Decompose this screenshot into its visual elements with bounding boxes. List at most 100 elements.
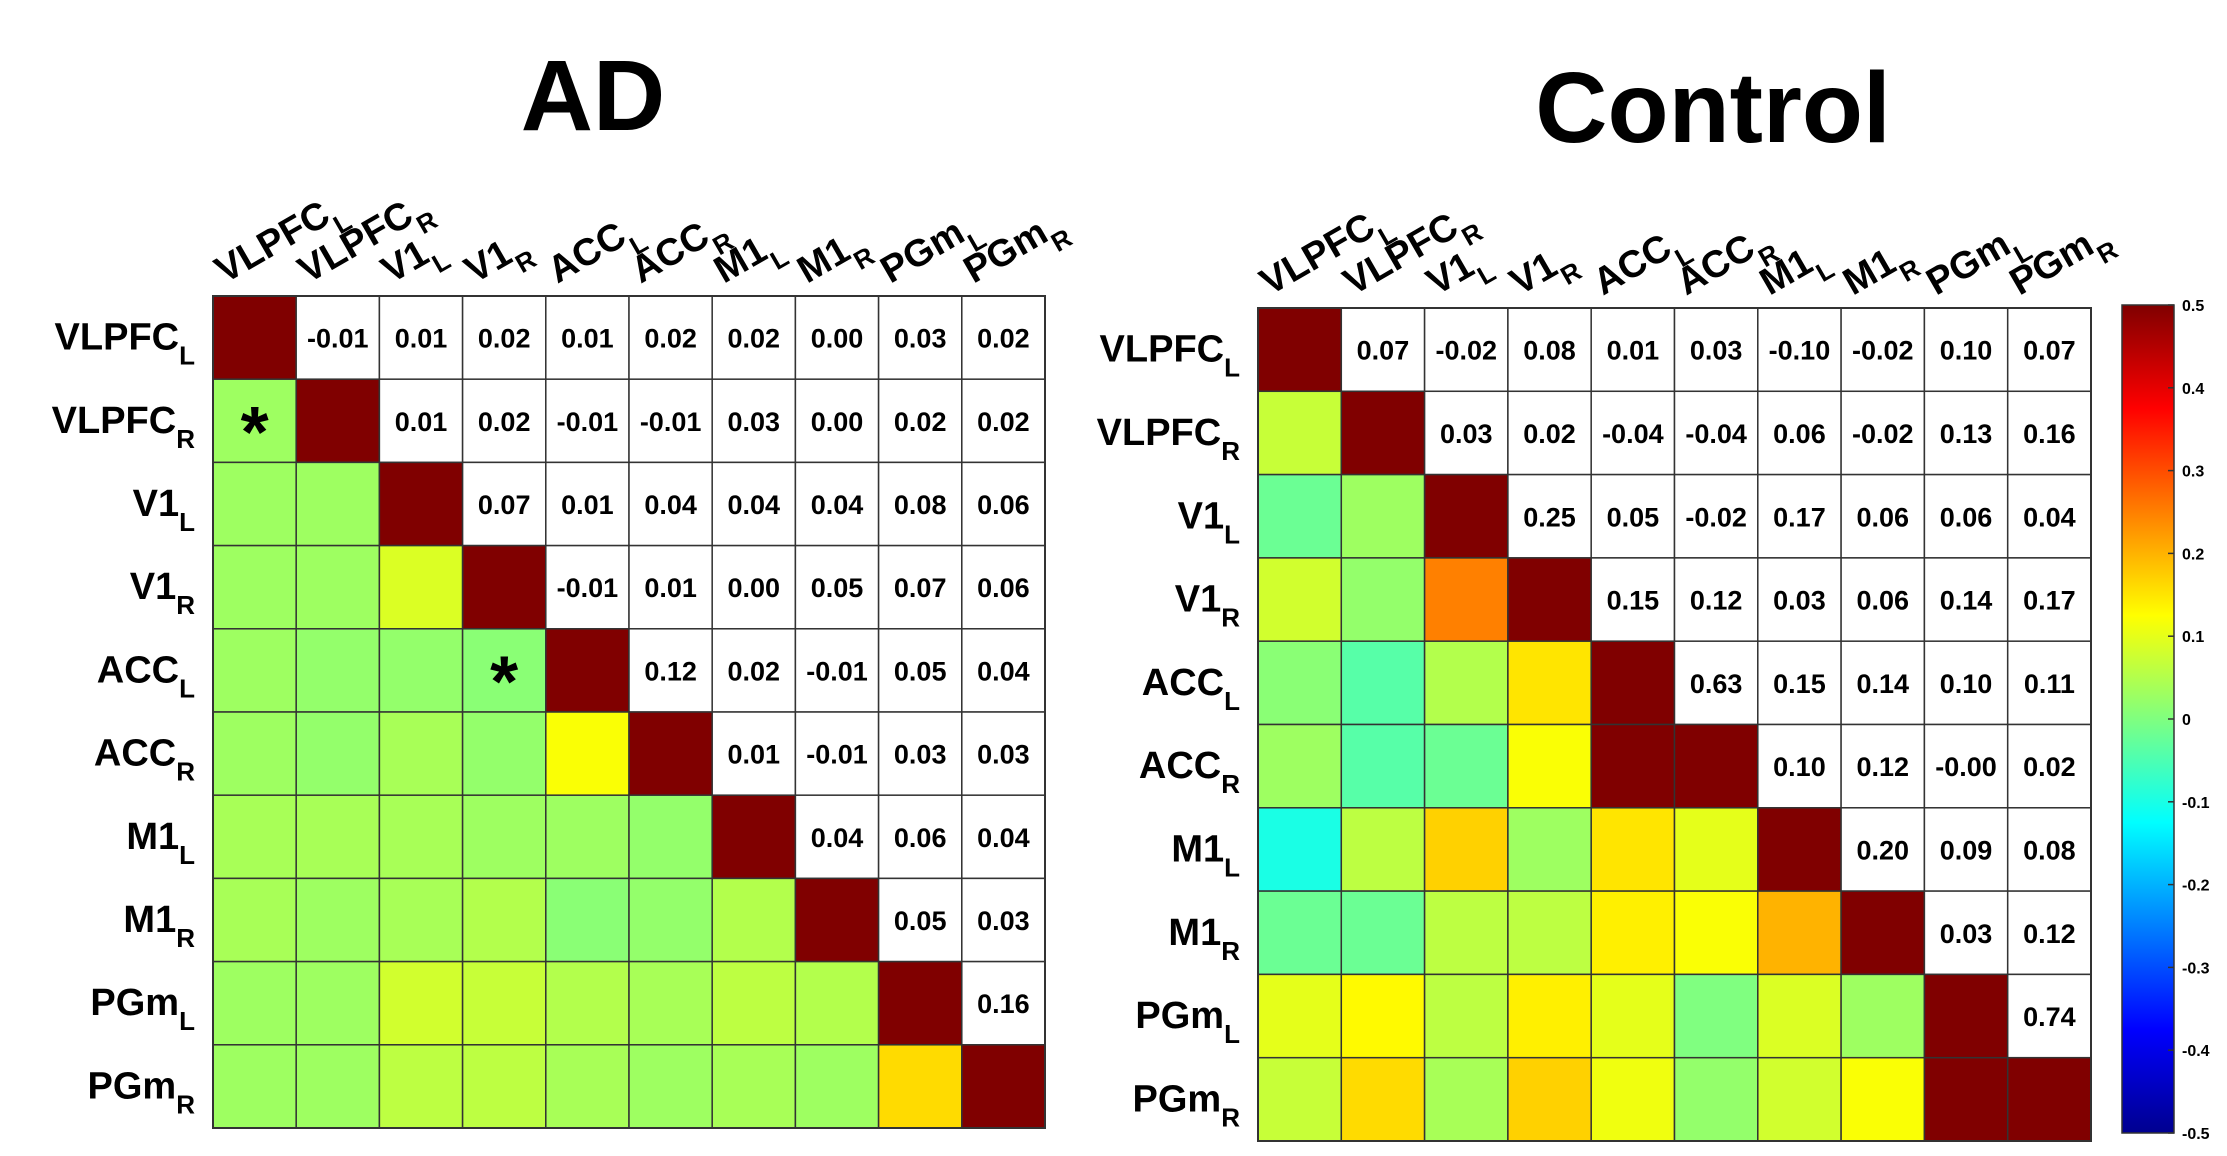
region-name: M1 xyxy=(123,899,176,941)
upper-cell xyxy=(1923,890,2009,976)
upper-cell xyxy=(711,295,797,380)
value-label: 0.04 xyxy=(977,656,1030,686)
heatmap-cell xyxy=(378,794,464,880)
heatmap-cell xyxy=(1340,973,1426,1059)
heatmap-cell xyxy=(628,877,713,963)
region-subscript: L xyxy=(179,673,195,703)
diagonal-cell xyxy=(1423,473,1509,559)
value-label: 0.05 xyxy=(894,656,947,686)
value-label: 0.63 xyxy=(1690,669,1743,699)
region-name: ACC xyxy=(541,214,633,292)
region-name: PGm xyxy=(1920,223,2018,304)
region-name: ACC xyxy=(1586,226,1678,304)
value-label: 0.01 xyxy=(644,573,697,603)
colorbar-tick-label: 0.3 xyxy=(2182,464,2204,481)
heatmap-cell xyxy=(794,960,880,1046)
value-label: 0.08 xyxy=(1523,336,1576,366)
region-subscript: R xyxy=(1221,436,1240,466)
value-label: 0.06 xyxy=(977,490,1030,520)
heatmap-cell xyxy=(1257,890,1343,976)
heatmap-cell xyxy=(1673,807,1759,892)
heatmap-cell xyxy=(1507,890,1592,976)
region-name: V1 xyxy=(458,232,519,292)
row-label: PGmR xyxy=(1133,1078,1241,1132)
value-label: 0.20 xyxy=(1856,835,1909,865)
value-label: -0.02 xyxy=(1852,419,1914,449)
upper-cell xyxy=(794,544,880,630)
upper-cell xyxy=(1923,307,2009,393)
value-label: 0.15 xyxy=(1773,669,1826,699)
heatmap-cell xyxy=(212,877,297,963)
heatmap-cell xyxy=(212,378,297,464)
heatmap-cell xyxy=(1423,557,1509,642)
colorbar-tick-label: 0.2 xyxy=(2182,546,2204,563)
region-name: M1 xyxy=(126,816,179,858)
column-label: PGmR xyxy=(2003,214,2123,315)
region-name: VLPFC xyxy=(1097,412,1222,454)
region-subscript: R xyxy=(176,923,195,953)
heatmap-cell xyxy=(1507,1056,1592,1142)
heatmap-cell xyxy=(1340,723,1426,809)
heatmap-cell xyxy=(295,711,381,796)
column-label: M1R xyxy=(1836,232,1925,315)
value-label: 0.01 xyxy=(1607,336,1660,366)
upper-cell xyxy=(1423,307,1509,393)
upper-cell xyxy=(2006,640,2092,726)
upper-cell xyxy=(1923,390,2009,476)
value-label: 0.17 xyxy=(2023,586,2076,616)
region-name: V1 xyxy=(130,566,176,608)
upper-cell xyxy=(794,461,880,547)
heatmap-cell xyxy=(1340,640,1426,726)
value-label: 0.74 xyxy=(2023,1002,2076,1032)
heatmap-cell xyxy=(1590,807,1676,892)
region-name: PGm xyxy=(1135,995,1224,1037)
diagonal-cell xyxy=(1590,640,1676,726)
colorbar-tick-label: -0.3 xyxy=(2182,960,2210,977)
row-label: PGmL xyxy=(90,982,195,1036)
heatmap-cell xyxy=(378,1044,464,1129)
value-label: 0.03 xyxy=(894,324,947,354)
value-label: -0.04 xyxy=(1685,419,1747,449)
value-label: 0.16 xyxy=(977,989,1030,1019)
heatmap-cell xyxy=(1257,640,1343,726)
diagonal-cell xyxy=(2006,1056,2092,1142)
heatmap-cell xyxy=(1423,973,1509,1059)
diagonal-cell xyxy=(794,877,880,963)
heatmap-cell xyxy=(461,794,547,880)
row-label: M1R xyxy=(123,899,195,953)
value-label: 0.04 xyxy=(728,490,781,520)
value-label: -0.01 xyxy=(557,407,619,437)
diagonal-cell xyxy=(1757,807,1842,892)
value-label: 0.06 xyxy=(1856,586,1909,616)
upper-cell xyxy=(378,295,464,380)
row-label: PGmL xyxy=(1135,995,1240,1049)
upper-cell xyxy=(2006,807,2092,892)
value-label: -0.02 xyxy=(1852,336,1914,366)
upper-cell xyxy=(1840,557,1926,642)
region-subscript: L xyxy=(1224,852,1240,882)
heatmap-cell xyxy=(212,1044,297,1129)
heatmap-cell xyxy=(1507,640,1592,726)
value-label: -0.01 xyxy=(557,573,619,603)
heatmap-cell xyxy=(295,1044,381,1129)
heatmap-cell xyxy=(1673,890,1759,976)
heatmap-cell xyxy=(1340,890,1426,976)
heatmap-cell xyxy=(545,1044,630,1129)
value-label: 0.12 xyxy=(644,656,697,686)
region-subscript: R xyxy=(1221,1102,1240,1132)
value-label: -0.04 xyxy=(1602,419,1664,449)
value-label: 0.02 xyxy=(644,324,697,354)
region-subscript: R xyxy=(1221,769,1240,799)
value-label: 0.04 xyxy=(977,823,1030,853)
diagonal-cell xyxy=(378,461,464,547)
diagonal-cell xyxy=(1507,557,1592,642)
heatmap-cell xyxy=(711,877,797,963)
value-label: -0.02 xyxy=(1435,336,1497,366)
heatmap-cell xyxy=(1423,723,1509,809)
region-name: PGm xyxy=(874,211,972,292)
heatmap-cell xyxy=(1257,973,1343,1059)
heatmap-cell xyxy=(1840,973,1926,1059)
heatmap-cell xyxy=(1340,1056,1426,1142)
region-subscript: L xyxy=(427,245,456,279)
chart-title: AD xyxy=(521,40,665,152)
